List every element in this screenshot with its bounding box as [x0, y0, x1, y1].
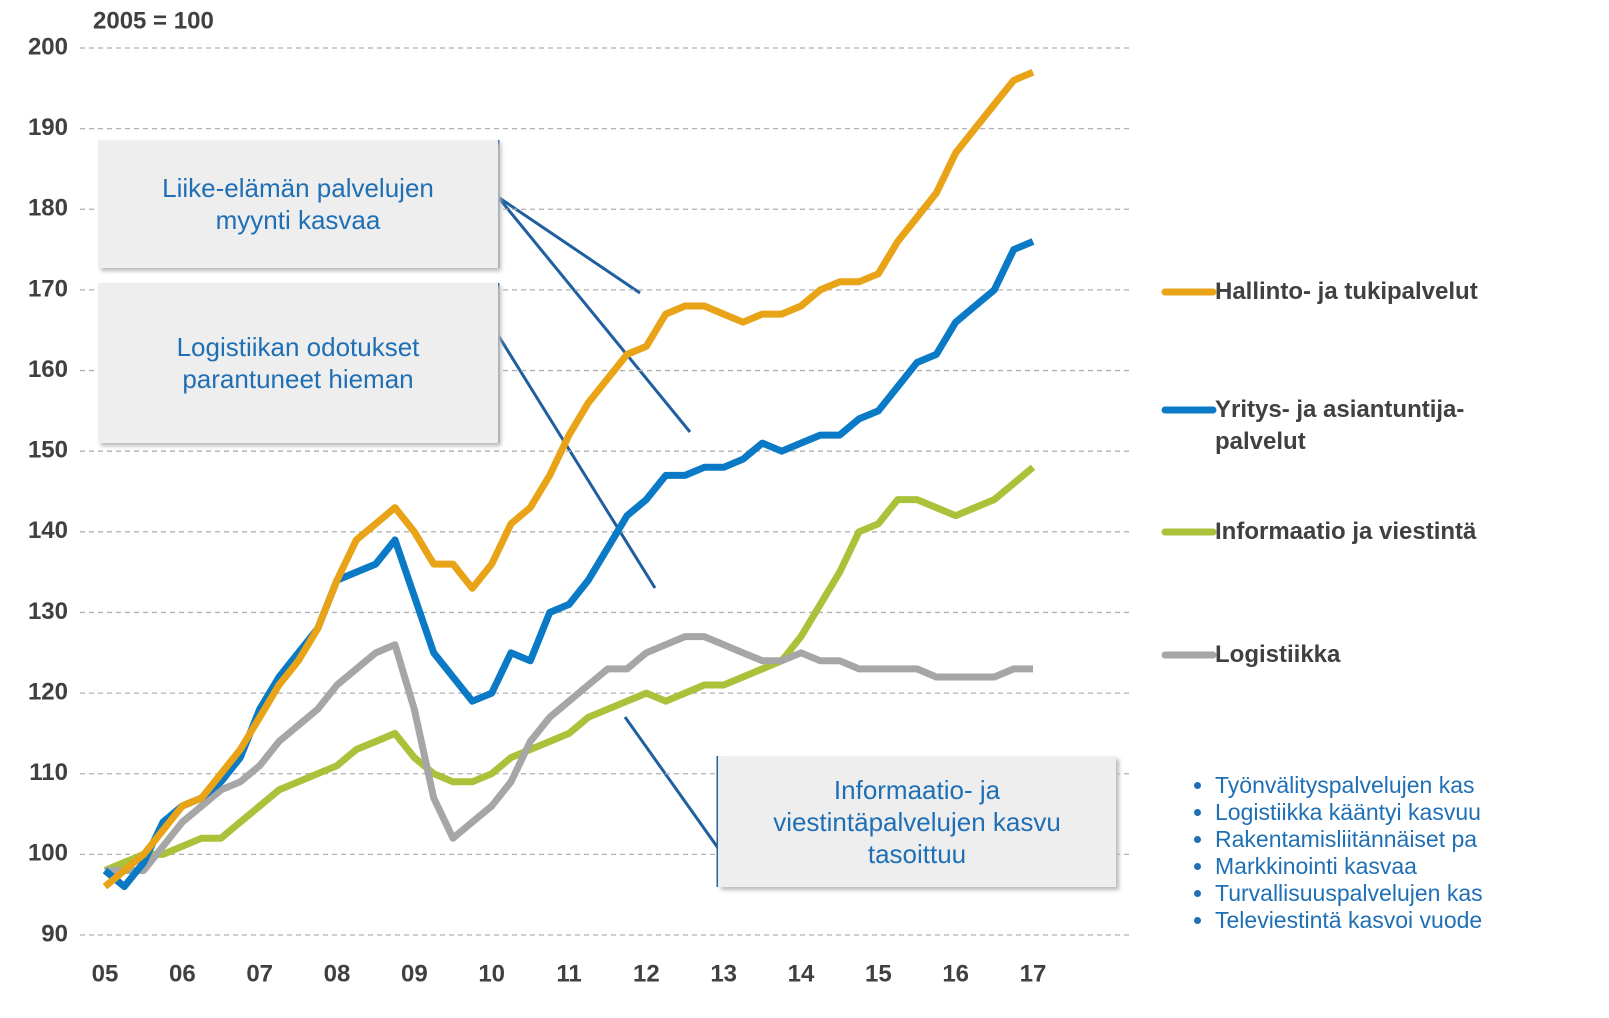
x-tick-label: 15 — [865, 960, 892, 987]
y-tick-label: 200 — [28, 33, 68, 60]
note: Työnvälityspalvelujen kas — [1215, 772, 1483, 799]
series-line — [102, 238, 1035, 891]
x-tick-label: 07 — [246, 960, 273, 987]
series-line — [103, 464, 1036, 874]
x-tick-label: 17 — [1020, 960, 1047, 987]
x-tick-label: 09 — [401, 960, 428, 987]
y-tick-label: 130 — [28, 598, 68, 625]
notes: Työnvälityspalvelujen kasLogistiikka kää… — [1195, 772, 1483, 934]
y-tick-label: 120 — [28, 678, 68, 705]
x-tick-label: 05 — [92, 960, 119, 987]
callout-line — [623, 716, 720, 849]
x-tick-label: 06 — [169, 960, 196, 987]
note: Logistiikka kääntyi kasvuu — [1215, 799, 1483, 826]
annotation: Liike-elämän palvelujen myynti kasvaa — [98, 140, 498, 268]
note: Rakentamisliitännäiset pa — [1215, 826, 1483, 853]
legend-label: Informaatio ja viestintä — [1215, 518, 1477, 545]
y-tick-label: 170 — [28, 275, 68, 302]
x-tick-label: 12 — [633, 960, 660, 987]
y-tick-label: 90 — [41, 920, 68, 947]
legend-label: Yritys- ja asiantuntija- palvelut — [1215, 396, 1465, 455]
legend-label: Hallinto- ja tukipalvelut — [1215, 278, 1478, 305]
x-tick-label: 11 — [556, 960, 581, 987]
series-line — [102, 68, 1035, 890]
note: Televiestintä kasvoi vuode — [1215, 907, 1483, 934]
y-tick-label: 160 — [28, 356, 68, 383]
legend-label: Logistiikka — [1215, 641, 1341, 668]
y-tick-label: 100 — [28, 840, 68, 867]
chart-subtitle: 2005 = 100 — [93, 7, 214, 34]
y-tick-label: 150 — [28, 437, 68, 464]
x-tick-label: 14 — [788, 960, 815, 987]
y-tick-label: 190 — [28, 114, 68, 141]
x-tick-label: 16 — [942, 960, 969, 987]
callout-line — [496, 196, 692, 433]
callout-lines — [496, 140, 720, 887]
series-line — [105, 633, 1033, 874]
annotation: Logistiikan odotukset parantuneet hieman — [98, 283, 498, 443]
x-tick-label: 13 — [710, 960, 737, 987]
x-tick-label: 10 — [478, 960, 505, 987]
y-tick-label: 140 — [28, 517, 68, 544]
callout-line — [497, 195, 641, 295]
note: Turvallisuuspalvelujen kas — [1215, 880, 1483, 907]
note: Markkinointi kasvaa — [1215, 853, 1483, 880]
callout-line — [496, 334, 657, 589]
annotation: Informaatio- ja viestintäpalvelujen kasv… — [718, 756, 1116, 887]
y-tick-label: 110 — [29, 759, 68, 786]
x-tick-label: 08 — [324, 960, 351, 987]
y-tick-label: 180 — [28, 195, 68, 222]
